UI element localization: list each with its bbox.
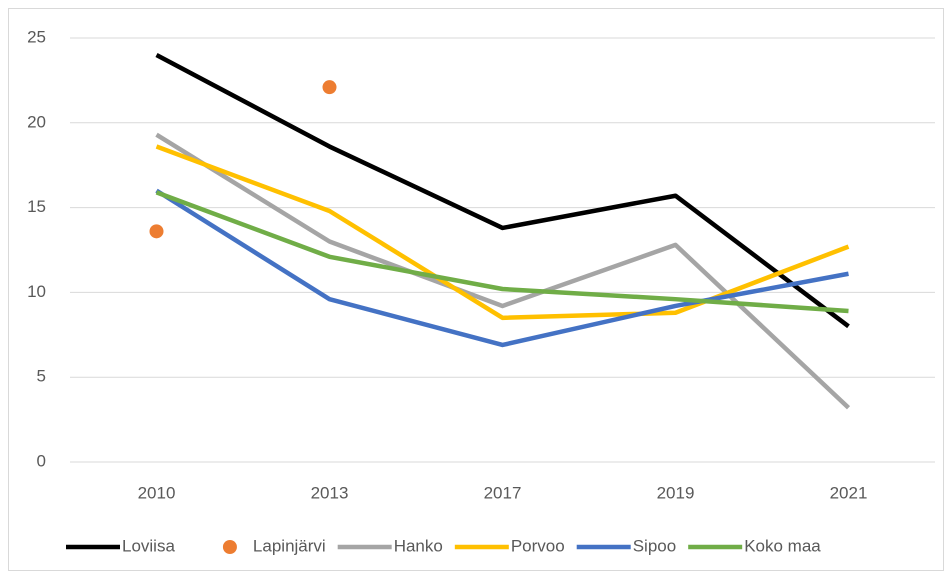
marker <box>322 80 337 95</box>
y-tick-label: 15 <box>27 197 46 216</box>
legend-label: Porvoo <box>511 536 565 555</box>
x-tick-label: 2019 <box>657 483 695 502</box>
legend-label: Hanko <box>394 536 443 555</box>
legend-marker <box>222 540 237 554</box>
y-tick-label: 20 <box>27 112 46 131</box>
chart-frame <box>8 8 944 571</box>
legend-label: Loviisa <box>122 536 175 555</box>
legend-label: Sipoo <box>633 536 676 555</box>
x-tick-label: 2017 <box>484 483 522 502</box>
x-tick-label: 2021 <box>830 483 868 502</box>
y-tick-label: 5 <box>37 367 46 386</box>
line-series <box>155 144 850 321</box>
y-tick-label: 0 <box>37 451 46 470</box>
y-tick-label: 25 <box>27 27 46 46</box>
line-series <box>155 52 850 329</box>
x-tick-label: 2010 <box>138 483 176 502</box>
marker <box>149 224 164 239</box>
line-series <box>155 190 849 314</box>
y-tick-label: 10 <box>27 282 46 301</box>
x-tick-label: 2013 <box>311 483 349 502</box>
line-series <box>155 132 851 410</box>
legend-label: Lapinjärvi <box>253 536 326 555</box>
legend-label: Koko maa <box>744 536 821 555</box>
line-series <box>155 188 849 348</box>
